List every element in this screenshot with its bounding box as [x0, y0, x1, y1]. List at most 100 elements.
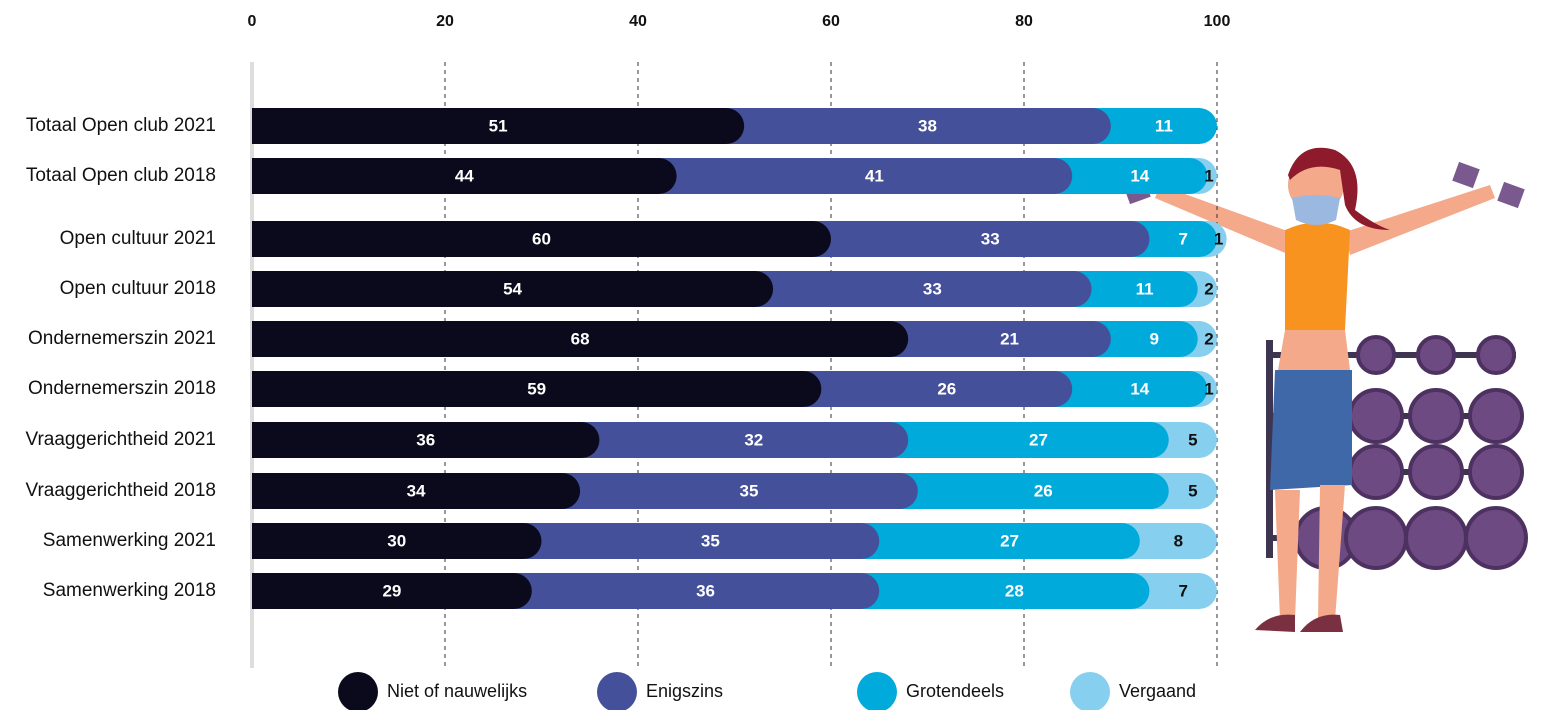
value-label: 34	[407, 481, 426, 500]
value-label: 2	[1204, 329, 1213, 348]
value-label: 30	[387, 531, 406, 550]
value-label: 1	[1204, 379, 1213, 398]
value-labels: 1138511144144173360211335429216811426595…	[382, 116, 1223, 600]
legend-label: Niet of nauwelijks	[387, 681, 527, 701]
value-label: 26	[1034, 481, 1053, 500]
bar-segment	[252, 422, 600, 458]
legend-label: Vergaand	[1119, 681, 1196, 701]
bar-segment	[1150, 422, 1217, 458]
value-label: 32	[744, 430, 763, 449]
bar-segment	[803, 371, 1073, 407]
x-tick-label: 60	[822, 13, 840, 30]
bars	[252, 108, 1227, 609]
legend-label: Grotendeels	[906, 681, 1004, 701]
value-label: 38	[918, 116, 937, 135]
bar-segment	[252, 523, 542, 559]
value-label: 1	[1204, 166, 1213, 185]
bar-segment	[513, 573, 880, 609]
bar-segment	[890, 321, 1111, 357]
value-label: 1	[1214, 229, 1223, 248]
value-label: 7	[1178, 581, 1187, 600]
value-label: 29	[382, 581, 401, 600]
bar-segment	[523, 523, 880, 559]
legend-swatch	[597, 672, 637, 710]
category-label: Vraaggerichtheid 2021	[26, 429, 217, 450]
value-label: 33	[923, 279, 942, 298]
bar-segment	[861, 573, 1150, 609]
value-label: 36	[416, 430, 435, 449]
category-label: Ondernemerszin 2021	[28, 328, 216, 349]
bar-segment	[252, 321, 909, 357]
category-label: Ondernemerszin 2018	[28, 378, 216, 399]
category-label: Totaal Open club 2018	[26, 165, 216, 186]
bar-segment	[252, 473, 581, 509]
bar-segment	[755, 271, 1092, 307]
legend-swatch	[338, 672, 378, 710]
category-label: Open cultuur 2021	[60, 228, 216, 249]
value-label: 27	[1029, 430, 1048, 449]
bar-segment	[1092, 108, 1217, 144]
bar-segment	[726, 108, 1111, 144]
value-label: 28	[1005, 581, 1024, 600]
value-label: 68	[571, 329, 590, 348]
value-label: 2	[1204, 279, 1213, 298]
value-label: 59	[527, 379, 546, 398]
x-tick-label: 80	[1015, 13, 1033, 30]
illustration	[1123, 147, 1528, 632]
value-label: 35	[701, 531, 720, 550]
value-label: 7	[1178, 229, 1187, 248]
value-label: 44	[455, 166, 474, 185]
bar-segment	[1092, 321, 1198, 357]
category-label: Vraaggerichtheid 2018	[26, 480, 217, 501]
x-tick-label: 40	[629, 13, 647, 30]
category-label: Open cultuur 2018	[60, 278, 216, 299]
bar-segment	[1073, 271, 1198, 307]
bar-segment	[1121, 523, 1217, 559]
value-label: 9	[1150, 329, 1159, 348]
value-label: 14	[1130, 166, 1149, 185]
bar-segment	[890, 422, 1169, 458]
bar-segment	[252, 371, 822, 407]
value-label: 11	[1155, 116, 1173, 135]
bar-segment	[252, 271, 774, 307]
x-tick-label: 100	[1204, 13, 1231, 30]
value-label: 41	[865, 166, 884, 185]
value-label: 21	[1000, 329, 1019, 348]
bar-segment	[581, 422, 909, 458]
legend-swatch	[857, 672, 897, 710]
bar-segment	[252, 573, 532, 609]
bar-segment	[252, 158, 677, 194]
value-label: 33	[981, 229, 1000, 248]
bar-segment	[1054, 158, 1208, 194]
value-label: 54	[503, 279, 522, 298]
bar-segment	[658, 158, 1073, 194]
value-label: 36	[696, 581, 715, 600]
value-label: 14	[1130, 379, 1149, 398]
legend-label: Enigszins	[646, 681, 723, 701]
value-label: 8	[1174, 531, 1183, 550]
bar-segment	[252, 221, 831, 257]
legend-swatch	[1070, 672, 1110, 710]
bar-segment	[813, 221, 1150, 257]
bar-segment	[1054, 371, 1208, 407]
value-label: 5	[1188, 430, 1197, 449]
bar-segment	[899, 473, 1169, 509]
category-label: Samenwerking 2018	[43, 580, 216, 601]
bar-segment	[1131, 573, 1217, 609]
value-label: 26	[937, 379, 956, 398]
category-label: Totaal Open club 2021	[26, 115, 216, 136]
x-tick-label: 0	[248, 13, 257, 30]
bar-segment	[1131, 221, 1217, 257]
bar-segment	[252, 108, 745, 144]
value-label: 27	[1000, 531, 1019, 550]
value-label: 11	[1136, 279, 1154, 298]
bar-segment	[861, 523, 1140, 559]
bar-segment	[1150, 473, 1217, 509]
value-label: 60	[532, 229, 551, 248]
category-label: Samenwerking 2021	[43, 530, 216, 551]
value-label: 51	[489, 116, 508, 135]
x-tick-label: 20	[436, 13, 454, 30]
value-label: 5	[1188, 481, 1197, 500]
bar-segment	[562, 473, 918, 509]
